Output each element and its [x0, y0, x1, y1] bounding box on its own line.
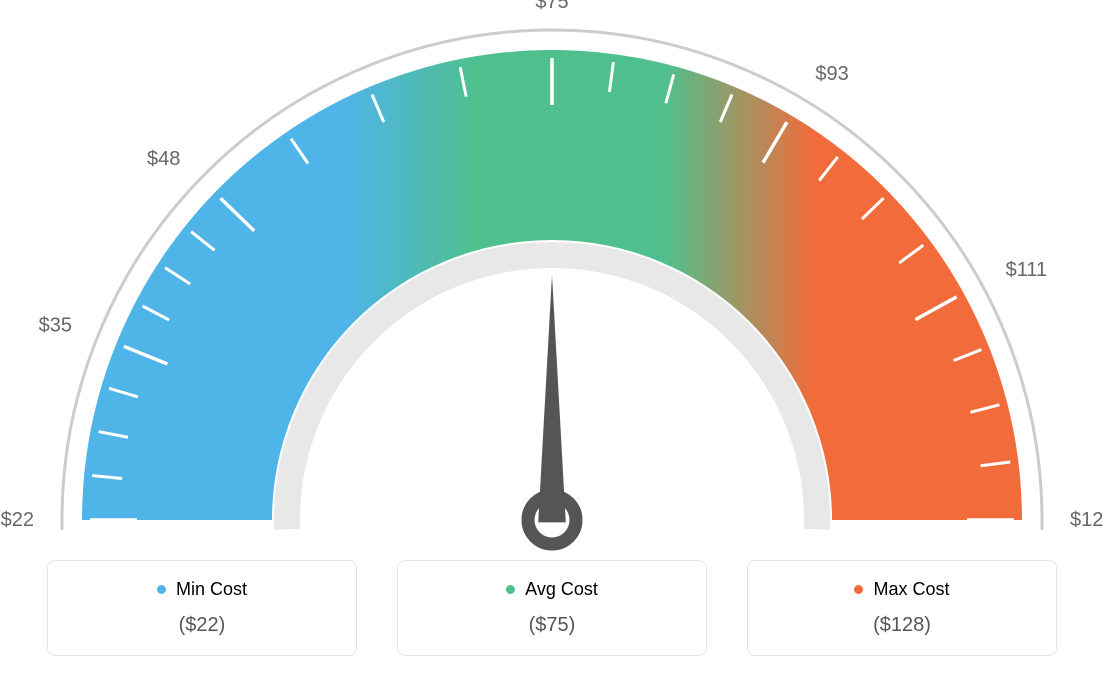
svg-text:$75: $75	[535, 0, 568, 13]
svg-text:$93: $93	[815, 63, 848, 85]
legend-value-avg: ($75)	[408, 614, 696, 637]
legend-card-avg: Avg Cost ($75)	[397, 560, 707, 656]
gauge-svg: $22 $35 $48 $75 $93 $111 $128	[0, 0, 1104, 560]
legend-card-min: Min Cost ($22)	[47, 560, 357, 656]
svg-text:$35: $35	[39, 314, 72, 336]
legend-title-avg: Avg Cost	[506, 579, 598, 600]
gauge-chart: $22 $35 $48 $75 $93 $111 $128	[0, 0, 1104, 560]
legend-row: Min Cost ($22) Avg Cost ($75) Max Cost (…	[0, 560, 1104, 656]
bullet-min-icon	[157, 585, 166, 594]
legend-title-max: Max Cost	[854, 579, 949, 600]
svg-text:$128: $128	[1070, 509, 1104, 531]
bullet-max-icon	[854, 585, 863, 594]
legend-label-max: Max Cost	[873, 579, 949, 600]
legend-card-max: Max Cost ($128)	[747, 560, 1057, 656]
legend-value-max: ($128)	[758, 614, 1046, 637]
svg-text:$22: $22	[1, 509, 34, 531]
bullet-avg-icon	[506, 585, 515, 594]
svg-text:$48: $48	[147, 148, 180, 170]
legend-label-min: Min Cost	[176, 579, 247, 600]
legend-title-min: Min Cost	[157, 579, 247, 600]
svg-text:$111: $111	[1006, 259, 1048, 281]
legend-value-min: ($22)	[58, 614, 346, 637]
legend-label-avg: Avg Cost	[525, 579, 598, 600]
